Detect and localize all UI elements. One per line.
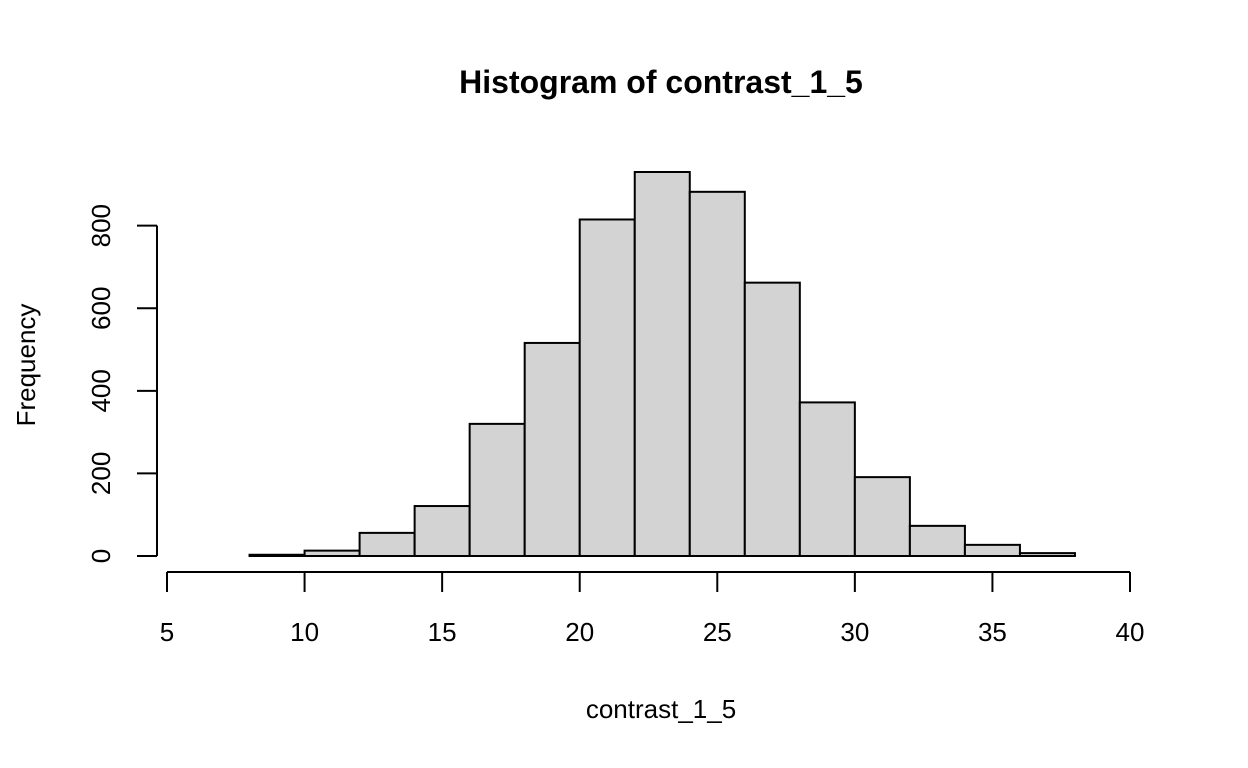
histogram-bar <box>523 341 581 557</box>
histogram-bar <box>963 543 1021 558</box>
y-axis-label: Frequency <box>11 304 41 427</box>
histogram-bar <box>1018 552 1076 558</box>
x-tick-label: 25 <box>703 617 732 647</box>
histogram-bar <box>358 531 416 558</box>
y-axis: 0 200 400 600 800 <box>86 204 158 563</box>
y-tick-label: 600 <box>86 287 116 330</box>
x-tick-label: 15 <box>428 617 457 647</box>
histogram-bar <box>908 524 966 558</box>
histogram-bar <box>468 422 526 557</box>
histogram-bar <box>578 218 636 558</box>
histogram-bar <box>798 401 856 557</box>
x-axis: 5 10 15 20 25 30 35 40 <box>160 571 1145 647</box>
y-tick-label: 0 <box>86 549 116 563</box>
histogram-bar <box>248 553 306 558</box>
histogram-bars <box>248 171 1076 558</box>
x-tick-label: 30 <box>840 617 869 647</box>
y-tick-label: 800 <box>86 204 116 247</box>
x-tick-label: 40 <box>1116 617 1145 647</box>
y-tick-label: 400 <box>86 369 116 412</box>
histogram-bar <box>303 549 361 558</box>
histogram-bar <box>413 505 471 557</box>
chart-title: Histogram of contrast_1_5 <box>459 64 863 100</box>
histogram-bar <box>688 190 746 557</box>
y-tick-label: 200 <box>86 452 116 495</box>
x-axis-label: contrast_1_5 <box>586 694 736 724</box>
x-tick-label: 5 <box>160 617 174 647</box>
histogram-bar <box>853 476 911 558</box>
x-tick-label: 35 <box>978 617 1007 647</box>
histogram-bar <box>633 171 691 557</box>
x-tick-label: 10 <box>290 617 319 647</box>
histogram-bar <box>743 281 801 557</box>
x-tick-label: 20 <box>565 617 594 647</box>
